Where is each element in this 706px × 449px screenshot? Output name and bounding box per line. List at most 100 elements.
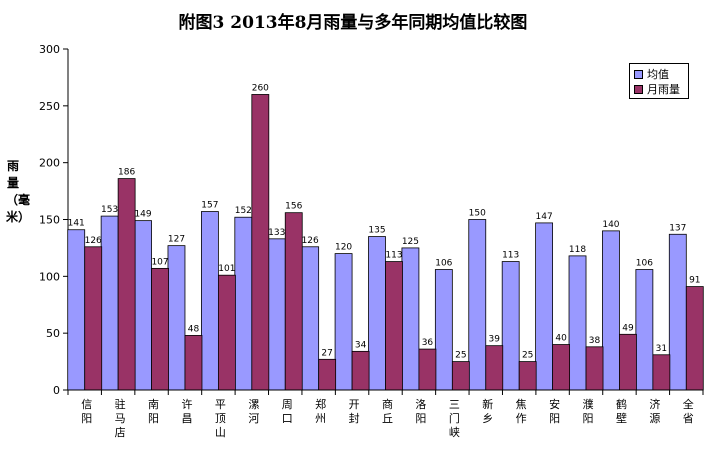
legend-label-mean: 均值 — [647, 68, 669, 81]
bar-monthly-rain — [217, 274, 236, 391]
data-label: 25 — [522, 351, 533, 361]
data-label: 147 — [536, 212, 553, 222]
y-tick-label: 150 — [39, 214, 60, 227]
x-tick-label: 许昌 — [181, 398, 192, 425]
chart-title: 附图3 2013年8月雨量与多年同期均值比较图 — [178, 13, 528, 33]
bar-mean — [267, 238, 286, 391]
bar-monthly-rain — [184, 335, 203, 391]
data-label: 126 — [302, 236, 319, 246]
data-label: 125 — [402, 237, 419, 247]
bar-monthly-rain — [151, 267, 169, 391]
data-label: 34 — [355, 340, 367, 350]
x-tick-label: 周口 — [282, 398, 293, 425]
bar-mean — [67, 229, 86, 391]
bar-mean — [568, 255, 587, 391]
bar-mean — [635, 269, 654, 391]
x-tick-label: 三门峡 — [449, 398, 460, 439]
data-label: 113 — [385, 251, 402, 261]
data-label: 137 — [669, 223, 686, 233]
x-tick-label: 新乡 — [482, 397, 493, 425]
bar-monthly-rain — [619, 333, 637, 391]
data-label: 36 — [422, 338, 434, 348]
y-tick-label: 0 — [53, 384, 60, 397]
y-axis: 0 50 100 150 200 250 300 — [39, 43, 69, 397]
y-tick-label: 50 — [46, 327, 60, 340]
data-label: 118 — [569, 245, 586, 255]
legend-item-month: 月雨量 — [634, 82, 680, 96]
data-label: 39 — [489, 335, 501, 345]
data-labels: 141 153 149 127 157 152 133 126 120 135 125 106 150 1… — [68, 83, 701, 360]
bars — [67, 94, 704, 391]
bar-monthly-rain — [117, 178, 136, 391]
data-label: 152 — [235, 206, 252, 216]
bar-mean — [434, 269, 453, 391]
x-tick-label: 全省 — [683, 397, 694, 425]
data-label: 153 — [101, 205, 118, 215]
data-label: 127 — [168, 235, 185, 245]
data-label: 31 — [656, 344, 667, 354]
data-label: 106 — [435, 259, 452, 269]
x-tick-label: 濮阳 — [583, 397, 594, 425]
x-tick-label: 南阳 — [148, 398, 159, 425]
bar-mean — [401, 247, 420, 391]
bar-monthly-rain — [351, 350, 370, 391]
bar-monthly-rain — [451, 361, 470, 391]
data-label: 25 — [455, 351, 466, 361]
y-tick-label: 100 — [39, 270, 60, 283]
x-tick-label: 洛阳 — [415, 397, 426, 425]
data-label: 150 — [469, 209, 486, 219]
bar-mean — [234, 216, 253, 391]
data-label: 101 — [218, 264, 235, 274]
bar-mean — [668, 233, 687, 391]
bar-monthly-rain — [385, 261, 403, 391]
data-label: 133 — [268, 228, 285, 238]
data-label: 106 — [636, 259, 653, 269]
data-label: 186 — [118, 168, 135, 178]
data-label: 260 — [252, 83, 269, 93]
x-tick-label: 商丘 — [382, 397, 393, 425]
bar-mean — [501, 261, 520, 391]
bar-monthly-rain — [685, 286, 704, 391]
bar-mean — [301, 246, 320, 391]
bar-monthly-rain — [485, 345, 504, 391]
legend-swatch-month — [634, 84, 643, 94]
data-label: 156 — [285, 202, 302, 212]
data-label: 141 — [68, 219, 85, 229]
x-tick-label: 平顶山 — [215, 398, 226, 439]
data-label: 91 — [689, 276, 700, 286]
bar-mean — [100, 215, 119, 391]
legend-label-month: 月雨量 — [647, 83, 680, 96]
y-tick-label: 300 — [39, 43, 60, 56]
bar-monthly-rain — [652, 354, 671, 391]
y-tick-label: 200 — [39, 157, 60, 170]
data-label: 157 — [201, 201, 218, 211]
bar-monthly-rain — [318, 358, 337, 391]
bar-mean — [602, 230, 620, 391]
data-label: 140 — [602, 220, 619, 230]
data-label: 113 — [502, 251, 519, 261]
x-tick-label: 驻马店 — [115, 397, 126, 439]
x-tick-label: 郑州 — [315, 397, 326, 425]
data-label: 48 — [188, 324, 200, 334]
x-tick-label: 济源 — [649, 397, 660, 425]
x-tick-label: 焦作 — [516, 398, 527, 425]
bar-monthly-rain — [518, 361, 537, 391]
bar-mean — [134, 220, 152, 391]
y-tick-label: 250 — [39, 100, 60, 113]
bar-monthly-rain — [552, 344, 571, 391]
bar-mean — [535, 222, 554, 391]
data-label: 40 — [555, 334, 567, 344]
legend-swatch-mean — [634, 69, 643, 79]
data-label: 149 — [134, 210, 151, 220]
x-tick-label: 安阳 — [549, 397, 560, 425]
data-label: 107 — [151, 257, 168, 267]
bar-mean — [468, 219, 487, 391]
data-label: 27 — [321, 348, 332, 358]
bar-monthly-rain — [251, 94, 270, 391]
bar-mean — [167, 245, 186, 391]
data-label: 38 — [589, 336, 601, 346]
legend-item-mean: 均值 — [634, 67, 669, 81]
data-label: 126 — [85, 236, 102, 246]
